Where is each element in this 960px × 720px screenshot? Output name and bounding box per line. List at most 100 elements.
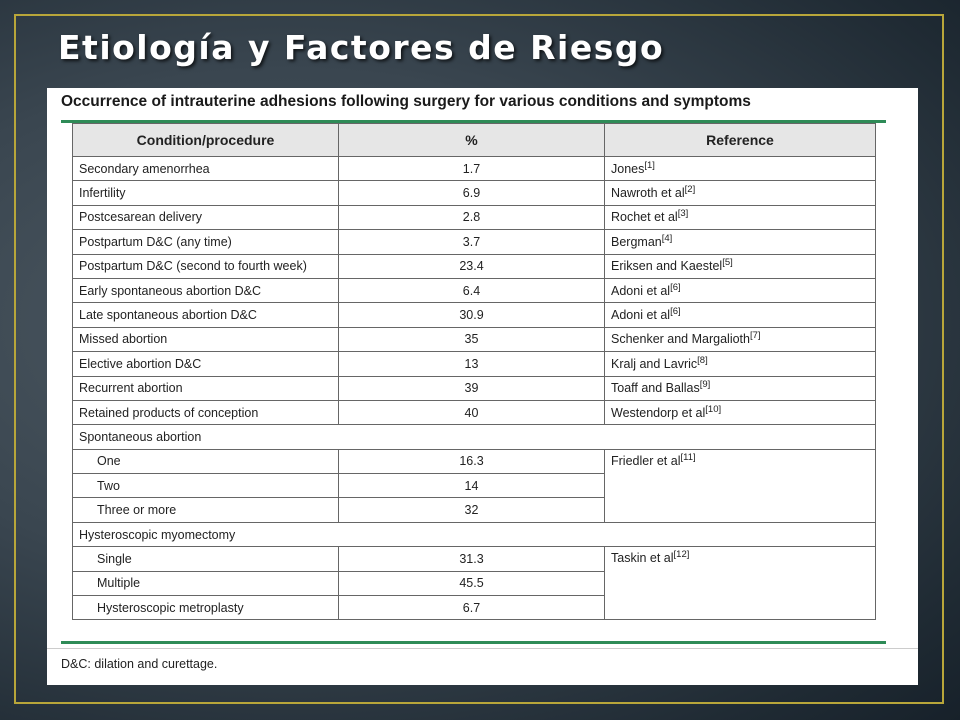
table-row: Two 14 — [72, 473, 876, 499]
cell-percent: 30.9 — [338, 302, 605, 328]
table-footnote: D&C: dilation and curettage. — [61, 657, 218, 671]
table-panel: Occurrence of intrauterine adhesions fol… — [47, 88, 918, 685]
cell-percent: 16.3 — [338, 448, 605, 475]
reference-text: Kralj and Lavric — [611, 356, 698, 371]
table-row: Postcesarean delivery 2.8 Rochet et al[3… — [72, 204, 876, 231]
table-row: Elective abortion D&C 13 Kralj and Lavri… — [72, 351, 876, 377]
cell-reference: Nawroth et al[2] — [604, 180, 876, 206]
header-percent: % — [338, 123, 605, 157]
cell-percent: 1.7 — [338, 155, 605, 182]
cell-condition: Missed abortion — [72, 326, 339, 353]
top-rule — [61, 120, 886, 123]
citation-link[interactable]: [6] — [670, 281, 681, 293]
cell-percent: 6.4 — [338, 277, 605, 304]
cell-reference: Adoni et al[6] — [604, 302, 876, 328]
table-row: Early spontaneous abortion D&C 6.4 Adoni… — [72, 277, 876, 304]
cell-condition: Multiple — [72, 570, 339, 597]
reference-text: Taskin et al — [611, 551, 674, 566]
cell-percent: 31.3 — [338, 546, 605, 572]
table-row: Three or more 32 — [72, 497, 876, 523]
citation-link[interactable]: [2] — [684, 184, 696, 196]
cell-reference: Friedler et al[11] — [604, 448, 876, 523]
table-row: Infertility 6.9 Nawroth et al[2] — [72, 180, 876, 206]
footnote-divider — [47, 648, 918, 649]
cell-reference: Toaff and Ballas[9] — [604, 375, 876, 401]
reference-text: Schenker and Margalioth — [611, 332, 750, 347]
reference-text: Bergman — [611, 234, 662, 249]
cell-percent: 32 — [338, 497, 605, 523]
cell-condition: Postpartum D&C (second to fourth week) — [72, 253, 339, 279]
header-row: Condition/procedure % Reference — [72, 123, 876, 157]
cell-percent: 6.9 — [338, 180, 605, 206]
group-header-row: Hysteroscopic myomectomy — [72, 521, 876, 548]
cell-percent: 39 — [338, 375, 605, 401]
citation-link[interactable]: [1] — [644, 159, 655, 171]
cell-percent: 35 — [338, 326, 605, 353]
cell-reference: Rochet et al[3] — [604, 204, 876, 231]
table-caption: Occurrence of intrauterine adhesions fol… — [61, 93, 751, 110]
reference-text: Nawroth et al — [611, 186, 685, 201]
citation-link[interactable]: [3] — [677, 208, 689, 220]
table-row: Multiple 45.5 — [72, 570, 876, 597]
group-label-spontaneous: Spontaneous abortion — [72, 424, 876, 450]
cell-reference: Bergman[4] — [604, 229, 876, 255]
table-row: One 16.3 Friedler et al[11] — [72, 448, 876, 523]
cell-condition: Single — [72, 546, 339, 572]
table-row: Postpartum D&C (any time) 3.7 Bergman[4] — [72, 229, 876, 255]
header-reference: Reference — [604, 123, 876, 157]
table-row: Single 31.3 Taskin et al[12] — [72, 546, 876, 621]
cell-condition: Postcesarean delivery — [72, 204, 339, 231]
cell-percent: 13 — [338, 351, 605, 377]
cell-condition: Secondary amenorrhea — [72, 155, 339, 182]
citation-link[interactable]: [6] — [670, 306, 681, 318]
cell-reference: Adoni et al[6] — [604, 277, 876, 304]
reference-text: Eriksen and Kaestel — [611, 259, 723, 274]
cell-condition: Late spontaneous abortion D&C — [72, 302, 339, 328]
cell-reference: Jones[1] — [604, 155, 876, 182]
cell-percent: 45.5 — [338, 570, 605, 597]
reference-text: Westendorp et al — [611, 405, 706, 420]
bottom-rule — [61, 641, 886, 644]
citation-link[interactable]: [5] — [722, 257, 733, 269]
cell-percent: 40 — [338, 399, 605, 426]
citation-link[interactable]: [7] — [749, 330, 761, 342]
citation-link[interactable]: [4] — [661, 232, 673, 244]
group-header-row: Spontaneous abortion — [72, 424, 876, 450]
table-row: Postpartum D&C (second to fourth week) 2… — [72, 253, 876, 279]
table-row: Recurrent abortion 39 Toaff and Ballas[9… — [72, 375, 876, 401]
group-label-hysteroscopic: Hysteroscopic myomectomy — [72, 521, 876, 548]
citation-link[interactable]: [12] — [673, 549, 690, 561]
cell-reference: Taskin et al[12] — [604, 546, 876, 621]
cell-percent: 3.7 — [338, 229, 605, 255]
table-row: Hysteroscopic metroplasty 6.7 — [72, 595, 876, 621]
table-row: Secondary amenorrhea 1.7 Jones[1] — [72, 155, 876, 182]
reference-text: Rochet et al — [611, 210, 678, 225]
cell-percent: 14 — [338, 473, 605, 499]
reference-text: Toaff and Ballas — [611, 381, 700, 396]
cell-reference: Schenker and Margalioth[7] — [604, 326, 876, 353]
adhesions-table: Condition/procedure % Reference Secondar… — [72, 123, 876, 621]
header-condition: Condition/procedure — [72, 123, 339, 157]
cell-condition: Elective abortion D&C — [72, 351, 339, 377]
cell-condition: Hysteroscopic metroplasty — [72, 595, 339, 621]
cell-condition: Retained products of conception — [72, 399, 339, 426]
slide-title: Etiología y Factores de Riesgo — [58, 28, 665, 67]
cell-condition: Two — [72, 473, 339, 499]
citation-link[interactable]: [10] — [705, 403, 722, 415]
cell-percent: 2.8 — [338, 204, 605, 231]
reference-text: Jones — [611, 161, 645, 176]
cell-condition: Postpartum D&C (any time) — [72, 229, 339, 255]
citation-link[interactable]: [11] — [680, 451, 696, 463]
reference-text: Adoni et al — [611, 283, 671, 298]
table-row: Retained products of conception 40 Weste… — [72, 399, 876, 426]
cell-condition: Recurrent abortion — [72, 375, 339, 401]
citation-link[interactable]: [8] — [697, 354, 708, 366]
cell-percent: 6.7 — [338, 595, 605, 621]
reference-text: Adoni et al — [611, 308, 671, 323]
citation-link[interactable]: [9] — [699, 379, 711, 391]
table-row: Missed abortion 35 Schenker and Margalio… — [72, 326, 876, 353]
cell-reference: Westendorp et al[10] — [604, 399, 876, 426]
cell-condition: Early spontaneous abortion D&C — [72, 277, 339, 304]
cell-condition: Infertility — [72, 180, 339, 206]
cell-reference: Eriksen and Kaestel[5] — [604, 253, 876, 279]
